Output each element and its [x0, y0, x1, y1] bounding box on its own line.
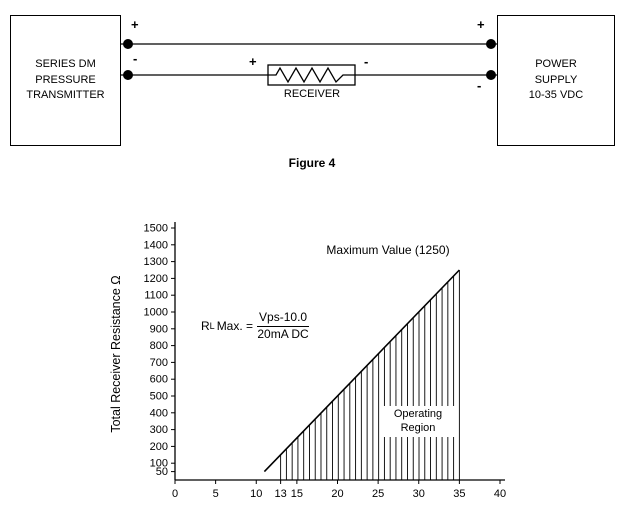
junction-dot [123, 39, 133, 49]
formula-equals: Max. = [216, 319, 254, 334]
operating-region-line: Operating [393, 408, 443, 420]
power-supply-box: POWER SUPPLY 10-35 VDC [497, 15, 615, 146]
power-supply-label-line: 10-35 VDC [528, 89, 584, 102]
max-value-annotation: Maximum Value (1250) [326, 243, 449, 257]
receiver-label: RECEIVER [283, 88, 341, 100]
receiver-plus-sign: + [249, 54, 257, 69]
operating-region-line: Region [400, 422, 436, 435]
operating-region-label: Operating Region [381, 406, 455, 437]
y-tick-label: 1300 [144, 256, 168, 268]
x-tick-label: 13 [275, 488, 287, 500]
receiver-minus-sign: - [364, 54, 369, 69]
transmitter-label-line: PRESSURE [35, 73, 96, 86]
transmitter-label-line: TRANSMITTER [26, 89, 105, 102]
x-tick-label: 40 [494, 488, 506, 500]
power-supply-label-line: POWER [535, 57, 577, 70]
wiring-diagram-graphics [121, 39, 498, 86]
figure-caption: Figure 4 [288, 156, 336, 170]
formula-denominator: 20mA DC [257, 326, 309, 341]
y-axis-label: Total Receiver Resistance Ω [109, 275, 123, 432]
formula-fraction: Vps-10.0 20mA DC [257, 310, 310, 342]
junction-dot [123, 70, 133, 80]
y-tick-label: 50 [156, 466, 168, 478]
x-tick-label: 15 [291, 488, 303, 500]
x-tick-label: 25 [372, 488, 384, 500]
resistor-zigzag-icon [268, 66, 355, 84]
x-tick-label: 20 [331, 488, 343, 500]
y-tick-label: 600 [150, 374, 168, 386]
y-tick-label: 900 [150, 323, 168, 335]
formula-numerator: Vps-10.0 [257, 310, 310, 327]
power-supply-label-line: SUPPLY [534, 73, 578, 86]
y-tick-label: 400 [150, 407, 168, 419]
rl-max-line [263, 269, 460, 473]
y-tick-label: 500 [150, 391, 168, 403]
x-tick-label: 10 [250, 488, 262, 500]
y-tick-label: 1000 [144, 307, 168, 319]
y-tick-label: 200 [150, 441, 168, 453]
formula-lhs: R [201, 319, 210, 334]
y-tick-label: 700 [150, 357, 168, 369]
x-tick-label: 35 [453, 488, 465, 500]
formula-subscript: L [209, 320, 215, 331]
y-tick-label: 1500 [144, 223, 168, 235]
power-supply-minus-sign: - [477, 78, 482, 93]
y-tick-label: 1400 [144, 239, 168, 251]
y-tick-label: 1200 [144, 273, 168, 285]
transmitter-box: SERIES DM PRESSURE TRANSMITTER [10, 15, 121, 146]
x-tick-label: 5 [213, 488, 219, 500]
transmitter-label-line: SERIES DM [35, 57, 96, 70]
junction-dot [486, 39, 496, 49]
x-tick-label: 0 [172, 488, 178, 500]
x-tick-label: 30 [413, 488, 425, 500]
transmitter-minus-sign: - [133, 51, 138, 66]
resistance-chart: 5010020030040050060070080090010001100120… [109, 222, 506, 500]
junction-dot [486, 70, 496, 80]
transmitter-plus-sign: + [131, 17, 139, 32]
y-tick-label: 100 [150, 458, 168, 470]
y-tick-label: 300 [150, 424, 168, 436]
y-tick-label: 1100 [144, 290, 168, 302]
power-supply-plus-sign: + [477, 17, 485, 32]
y-tick-label: 800 [150, 340, 168, 352]
